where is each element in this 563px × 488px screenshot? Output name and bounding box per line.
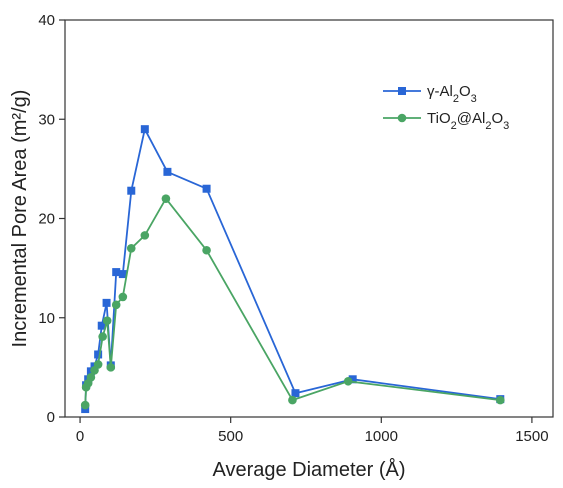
- y-axis: 0 10 20 30 40: [38, 12, 65, 426]
- data-point: [111, 300, 121, 310]
- x-tick-label: 500: [218, 428, 243, 445]
- x-axis: 0 500 1000 1500: [76, 417, 549, 445]
- data-point: [102, 298, 111, 307]
- legend-entry: TiO2@Al2O3: [383, 110, 509, 132]
- legend-label: TiO2@Al2O3: [427, 110, 509, 132]
- data-point: [495, 395, 505, 405]
- data-point: [98, 332, 107, 341]
- y-tick-label: 30: [38, 111, 55, 128]
- y-tick-label: 10: [38, 310, 55, 327]
- series-layer: [80, 125, 505, 414]
- data-point: [202, 184, 211, 193]
- data-point: [112, 268, 121, 277]
- y-axis-title: Incremental Pore Area (m²/g): [9, 90, 31, 348]
- data-point: [202, 245, 211, 255]
- legend-marker: [397, 113, 407, 123]
- data-point: [80, 400, 90, 410]
- legend-marker: [398, 87, 406, 95]
- data-point: [102, 316, 112, 326]
- series-line: [84, 128, 501, 410]
- data-point: [126, 243, 136, 253]
- data-point: [291, 389, 300, 398]
- y-tick-label: 20: [38, 211, 55, 228]
- data-point: [163, 167, 172, 176]
- series-line: [84, 197, 501, 406]
- data-point: [86, 373, 96, 382]
- x-tick-label: 1500: [515, 428, 548, 445]
- series-0: [81, 125, 505, 414]
- data-point: [94, 350, 103, 359]
- data-point: [348, 375, 357, 384]
- data-point: [343, 376, 353, 386]
- series-1: [80, 194, 505, 410]
- data-point: [97, 321, 106, 330]
- data-point: [118, 270, 127, 279]
- x-tick-label: 1000: [365, 428, 398, 445]
- data-point: [118, 292, 128, 302]
- y-tick-label: 40: [38, 12, 55, 29]
- y-tick-label: 0: [47, 409, 55, 426]
- x-tick-label: 0: [76, 428, 84, 445]
- data-point: [127, 186, 136, 195]
- data-point: [161, 194, 171, 203]
- legend: γ-Al2O3 TiO2@Al2O3: [383, 83, 509, 132]
- legend-entry: γ-Al2O3: [383, 83, 477, 105]
- data-point: [106, 363, 116, 372]
- data-point: [288, 395, 297, 405]
- legend-label: γ-Al2O3: [427, 83, 477, 105]
- x-axis-title: Average Diameter (Å): [212, 458, 405, 481]
- data-point: [140, 125, 149, 134]
- data-point: [93, 360, 103, 369]
- plot-frame: [64, 19, 554, 418]
- data-point: [140, 231, 150, 240]
